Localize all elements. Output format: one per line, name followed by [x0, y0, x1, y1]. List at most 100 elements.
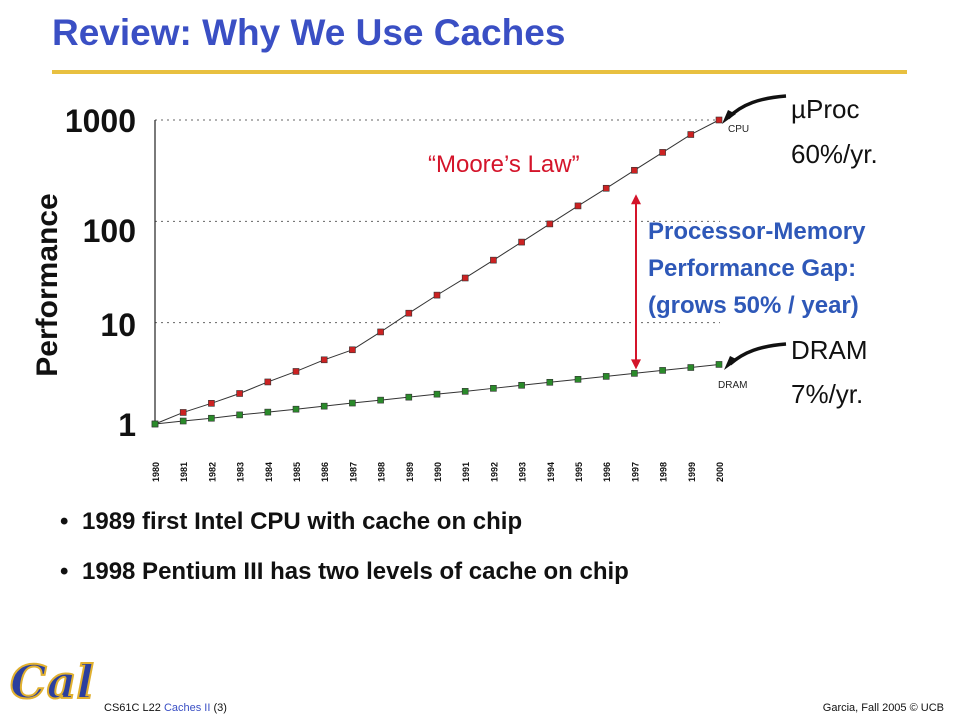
- cpu-pointer-arrow: [726, 94, 787, 120]
- data-point-dram: [687, 364, 695, 371]
- data-point-cpu: [377, 328, 384, 336]
- x-tick-label: 1983: [236, 462, 246, 482]
- bullet-item: • 1989 first Intel CPU with cache on chip: [60, 508, 523, 535]
- footer-credit: Garcia, Fall 2005 © UCB: [822, 702, 944, 714]
- x-tick-label: 1986: [320, 462, 330, 482]
- x-tick-label: 1990: [433, 462, 443, 482]
- footer-topic: Caches II: [163, 702, 211, 714]
- data-point-cpu: [546, 220, 554, 228]
- data-point-dram: [208, 414, 215, 422]
- footer-course: CS61C L22: [104, 702, 161, 714]
- y-tick-label: 1000: [65, 103, 136, 139]
- dram-pointer-arrow-head: [724, 356, 738, 370]
- data-point-dram: [715, 361, 723, 368]
- dram-pointer-arrow: [728, 342, 787, 366]
- x-tick-label: 1988: [377, 462, 387, 482]
- x-tick-label: 1984: [264, 462, 274, 482]
- x-tick-label: 1995: [574, 462, 584, 482]
- series-label-cpu: CPU: [728, 124, 749, 135]
- slide-title: Review: Why We Use Caches: [52, 12, 566, 53]
- data-point-cpu: [490, 256, 497, 264]
- data-point-dram: [490, 385, 497, 392]
- series-label-dram: DRAM: [718, 380, 747, 391]
- data-point-dram: [151, 420, 159, 428]
- chart-grid: [155, 119, 720, 324]
- cpu-rate-label: 60%/yr.: [791, 139, 878, 169]
- x-tick-label: 1982: [207, 462, 217, 482]
- cpu-rate-label: µProc: [791, 94, 859, 124]
- gap-arrow-head-bottom: [631, 359, 641, 370]
- data-point-cpu: [349, 346, 356, 354]
- data-point-dram: [518, 381, 525, 389]
- chart-series: [151, 116, 723, 428]
- data-point-cpu: [320, 356, 328, 364]
- gap-annotation-line: (grows 50% / year): [648, 292, 859, 319]
- x-tick-label: 1989: [405, 462, 415, 482]
- data-point-cpu: [236, 390, 243, 397]
- data-point-dram: [236, 411, 243, 419]
- gap-annotation-line: Performance Gap:: [648, 255, 856, 282]
- gap-annotation-line: Processor-Memory: [648, 218, 866, 245]
- y-axis-title: Performance: [31, 193, 64, 376]
- dram-rate-label: DRAM: [791, 335, 868, 365]
- bullet-list: • 1989 first Intel CPU with cache on chip…: [60, 508, 629, 608]
- data-point-cpu: [208, 400, 215, 407]
- data-point-cpu: [518, 238, 525, 246]
- data-point-dram: [631, 370, 638, 377]
- footer-course-info: CS61C L22 Caches II (3): [104, 702, 227, 714]
- cal-logo-text: Cal: [10, 655, 94, 708]
- data-point-cpu: [461, 274, 469, 282]
- data-point-cpu: [433, 291, 441, 299]
- performance-chart: 1 10 100 1000 Performance 1980 1981 1982 1983 198…: [31, 94, 878, 482]
- x-tick-label: 1996: [602, 462, 612, 482]
- bullet-item: • 1998 Pentium III has two levels of cach…: [60, 558, 629, 585]
- data-point-dram: [292, 405, 300, 413]
- footer-page: (3): [213, 702, 227, 714]
- data-point-cpu: [687, 131, 695, 138]
- x-tick-label: 1994: [546, 462, 556, 482]
- title-underline: [52, 70, 907, 74]
- data-point-cpu: [179, 409, 187, 416]
- gap-arrow-head-top: [631, 194, 641, 205]
- dram-rate-label: 7%/yr.: [791, 379, 863, 409]
- data-point-dram: [377, 396, 384, 404]
- data-point-dram: [602, 373, 610, 380]
- bullet-text: 1998 Pentium III has two levels of cache…: [82, 558, 629, 585]
- y-tick-label: 1: [118, 407, 136, 443]
- x-tick-label: 1987: [348, 462, 358, 482]
- x-tick-label: 1992: [489, 462, 499, 482]
- data-point-cpu: [574, 202, 582, 210]
- data-point-dram: [349, 399, 356, 407]
- x-tick-label: 1993: [518, 462, 528, 482]
- data-point-cpu: [659, 149, 666, 156]
- data-point-dram: [433, 390, 441, 398]
- data-point-cpu: [292, 368, 300, 375]
- data-point-dram: [546, 378, 554, 386]
- cpu-pointer-arrow-head: [722, 110, 736, 124]
- data-point-cpu: [264, 378, 272, 386]
- data-point-cpu: [715, 116, 723, 124]
- x-tick-label: 1999: [687, 462, 697, 482]
- data-point-dram: [320, 402, 328, 410]
- data-point-dram: [574, 376, 582, 383]
- x-tick-label: 1998: [659, 462, 669, 482]
- data-point-dram: [179, 417, 187, 425]
- data-point-cpu: [405, 309, 413, 317]
- y-tick-label: 10: [100, 307, 136, 343]
- bullet-text: 1989 first Intel CPU with cache on chip: [82, 508, 523, 535]
- data-point-dram: [405, 393, 413, 401]
- chart-labels: CPU DRAM “Moore’s Law” Processor-Memory Perf…: [428, 94, 878, 409]
- data-point-cpu: [602, 184, 610, 192]
- data-point-cpu: [631, 166, 638, 174]
- data-point-dram: [461, 388, 469, 395]
- x-tick-label: 1991: [461, 462, 471, 482]
- x-tick-label: 1997: [630, 462, 640, 482]
- x-tick-label: 1981: [179, 462, 189, 482]
- moores-law-label: “Moore’s Law”: [428, 151, 580, 178]
- data-point-dram: [264, 408, 272, 416]
- data-point-dram: [659, 367, 666, 374]
- y-tick-label: 100: [83, 213, 136, 249]
- x-tick-label: 1980: [151, 462, 161, 482]
- cal-logo: Cal: [9, 654, 94, 708]
- chart-axes: 1 10 100 1000 Performance 1980 1981 1982 1983 198…: [31, 103, 725, 482]
